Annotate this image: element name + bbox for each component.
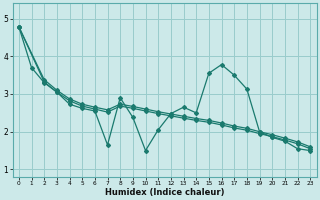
X-axis label: Humidex (Indice chaleur): Humidex (Indice chaleur)	[105, 188, 224, 197]
